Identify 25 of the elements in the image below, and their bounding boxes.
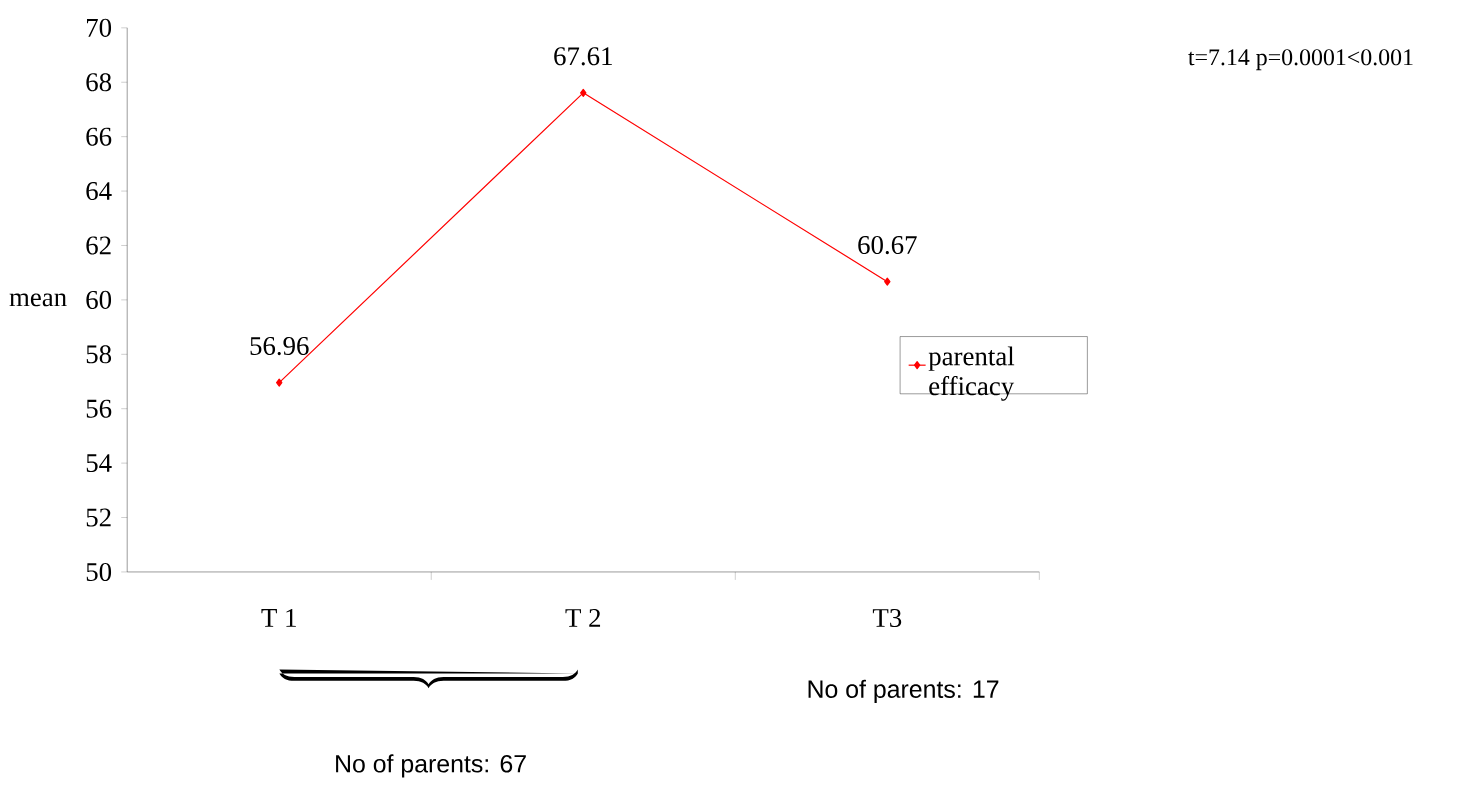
y-tick-label: 50	[86, 562, 112, 581]
y-tick-label: 70	[87, 18, 112, 37]
y-tick-label: 62	[86, 236, 111, 255]
y-tick-label: 60	[86, 290, 112, 309]
y-tick-label: 64	[86, 181, 112, 200]
x-tick-label: T3	[872, 608, 902, 627]
text: t=7.14 p=0.0001<0.001	[1188, 48, 1413, 70]
y-tick-label: 56	[86, 399, 112, 418]
point	[580, 88, 587, 97]
y-tick-label: 52	[86, 508, 111, 527]
data-label: 56.96	[250, 336, 309, 355]
point	[276, 378, 283, 387]
x-tick-label: T 2	[565, 608, 601, 627]
text: No of parents: 17	[808, 679, 999, 703]
point	[884, 277, 891, 286]
y-tick-label: 54	[86, 453, 112, 472]
legend-label: parental efficacy	[928, 346, 1015, 401]
text: No of parents: 67	[336, 754, 526, 778]
x-tick-label: T 1	[261, 608, 296, 627]
y-tick-label: 66	[86, 127, 112, 146]
y-tick-label: 68	[86, 72, 112, 92]
y-tick-label: 58	[86, 345, 112, 364]
data-label: 60.67	[858, 235, 917, 254]
data-label: 67.61	[554, 47, 612, 66]
y-axis-title: mean	[9, 293, 67, 307]
